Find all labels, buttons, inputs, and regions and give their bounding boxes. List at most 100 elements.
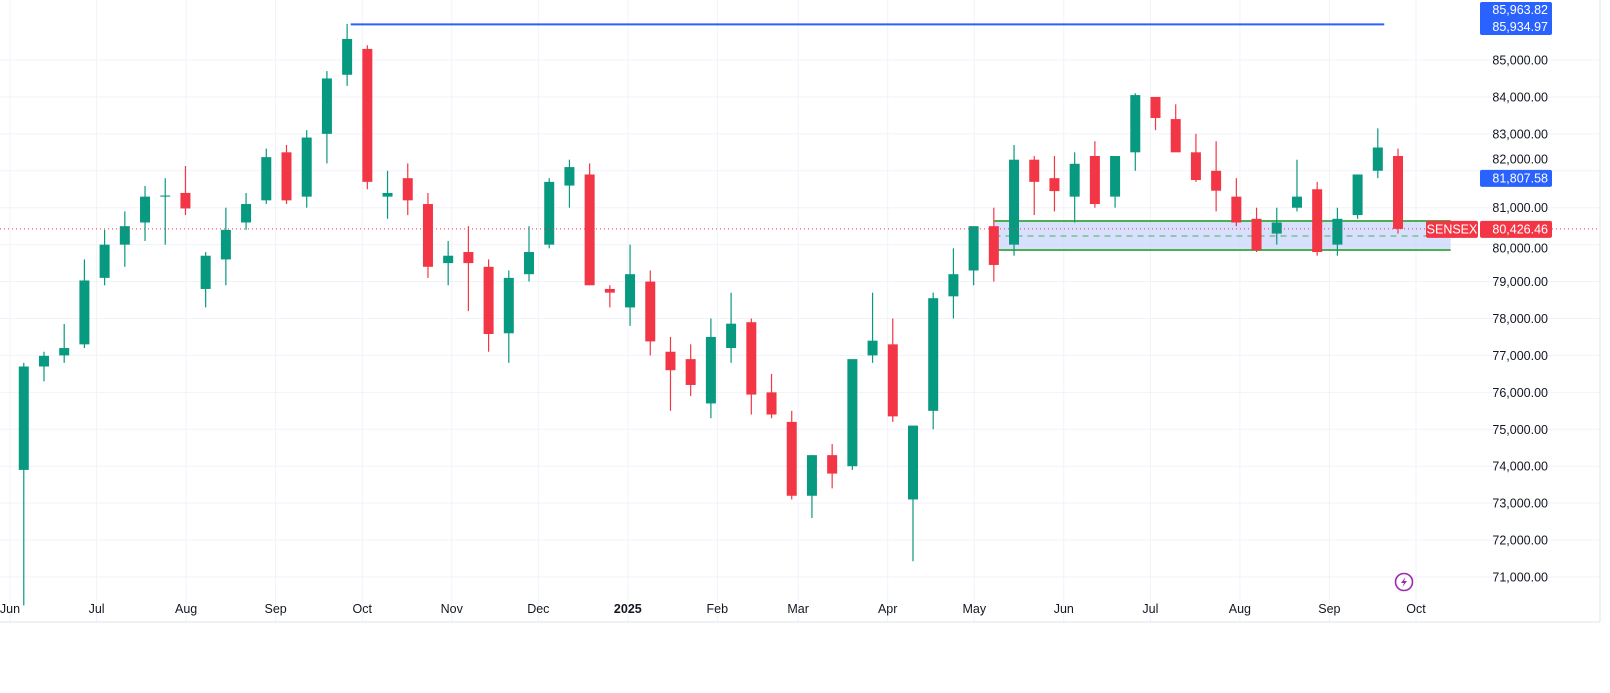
candle-body xyxy=(483,266,494,335)
x-tick-label: Mar xyxy=(787,602,809,616)
x-tick-label: Aug xyxy=(1229,602,1251,616)
candle-body xyxy=(625,274,636,308)
candle-body xyxy=(928,298,939,411)
candle xyxy=(503,270,514,363)
candle-body xyxy=(119,226,130,245)
y-tick-label: 83,000.00 xyxy=(1492,127,1548,141)
y-tick-label: 78,000.00 xyxy=(1492,312,1548,326)
y-tick-label: 76,000.00 xyxy=(1492,386,1548,400)
last-price-label-bg xyxy=(1480,220,1552,238)
y-tick-label: 81,000.00 xyxy=(1492,201,1548,215)
candle xyxy=(301,130,312,208)
x-tick-label: May xyxy=(962,602,986,616)
candle-body xyxy=(1089,156,1100,205)
candle-body xyxy=(1251,218,1262,251)
candle xyxy=(625,244,636,326)
candle-body xyxy=(665,351,676,371)
candle xyxy=(705,318,716,419)
candle-body xyxy=(1211,170,1222,191)
candle xyxy=(907,425,918,562)
candle xyxy=(524,226,535,282)
x-tick-label: Dec xyxy=(527,602,549,616)
x-tick-label: Jul xyxy=(89,602,105,616)
candle-body xyxy=(1029,159,1040,182)
candle xyxy=(1231,178,1242,227)
candle xyxy=(867,292,878,363)
candle xyxy=(1170,104,1181,153)
candle xyxy=(1211,141,1222,212)
candle xyxy=(806,455,817,518)
candle xyxy=(1130,93,1141,171)
candle-body xyxy=(746,322,757,395)
candle xyxy=(261,148,272,205)
x-tick-label: Feb xyxy=(707,602,729,616)
candle xyxy=(968,226,979,286)
x-tick-label: Aug xyxy=(175,602,197,616)
candle xyxy=(402,163,413,216)
candle xyxy=(200,252,211,308)
candle-body xyxy=(685,359,696,385)
candle-body xyxy=(1049,178,1060,192)
candle xyxy=(443,240,454,286)
candle-body xyxy=(766,392,777,415)
lightning-icon[interactable] xyxy=(1394,572,1414,592)
candle-body xyxy=(261,157,272,201)
candle xyxy=(1089,141,1100,208)
candle xyxy=(1372,128,1383,179)
candle-body xyxy=(806,455,817,496)
candles xyxy=(18,23,1404,606)
candle xyxy=(160,178,171,245)
candle-body xyxy=(1170,119,1181,153)
candle-body xyxy=(200,255,211,289)
candle-body xyxy=(726,323,737,349)
x-tick-label: Jun xyxy=(1054,602,1074,616)
candle-body xyxy=(604,288,615,293)
candle xyxy=(544,178,555,249)
time-axis[interactable]: Jun Jul Aug Sep Oct Nov Dec 2025 Feb Mar Apr May Jun… xyxy=(0,602,1426,616)
candle xyxy=(746,318,757,415)
candle xyxy=(1291,159,1302,212)
candle xyxy=(685,344,696,397)
candle-body xyxy=(463,252,474,264)
candle xyxy=(1049,156,1060,212)
candle xyxy=(119,211,130,267)
x-tick-label: Apr xyxy=(878,602,897,616)
candle xyxy=(1332,207,1343,256)
symbol-label: SENSEX xyxy=(1427,222,1478,236)
candle-body xyxy=(38,355,49,367)
candle xyxy=(321,71,332,164)
candle-body xyxy=(1393,156,1404,229)
high-close-label: 85,934.97 xyxy=(1492,20,1548,34)
x-tick-label: Jul xyxy=(1142,602,1158,616)
candle-body xyxy=(827,455,838,474)
candle xyxy=(1150,96,1161,131)
support-zone[interactable] xyxy=(994,220,1451,251)
candle-body xyxy=(99,244,110,278)
overlays xyxy=(0,23,1600,230)
zone-fill xyxy=(994,221,1451,250)
candle-body xyxy=(1271,222,1282,234)
candle-body xyxy=(1352,174,1363,216)
price-axis[interactable]: 71,000.00 72,000.00 73,000.00 74,000.00 75,0… xyxy=(1492,54,1548,585)
candle-body xyxy=(645,281,656,342)
candle xyxy=(645,270,656,356)
last-price-label: 80,426.46 xyxy=(1492,222,1548,236)
candle-body xyxy=(220,229,231,260)
candle xyxy=(220,207,231,286)
x-tick-label: Sep xyxy=(1318,602,1340,616)
candle xyxy=(1312,181,1323,256)
high-price-label: 85,963.82 xyxy=(1492,3,1548,17)
candle xyxy=(483,259,494,352)
candle xyxy=(1393,148,1404,234)
y-tick-label: 82,000.00 xyxy=(1492,152,1548,166)
candle-body xyxy=(321,78,332,134)
candle-body xyxy=(1312,189,1323,253)
candle-body xyxy=(1150,96,1161,118)
candle xyxy=(1352,174,1363,219)
candle xyxy=(1251,207,1262,253)
y-tick-label: 84,000.00 xyxy=(1492,90,1548,104)
candle-body xyxy=(887,344,898,417)
candle xyxy=(1190,133,1201,182)
candle xyxy=(928,292,939,430)
